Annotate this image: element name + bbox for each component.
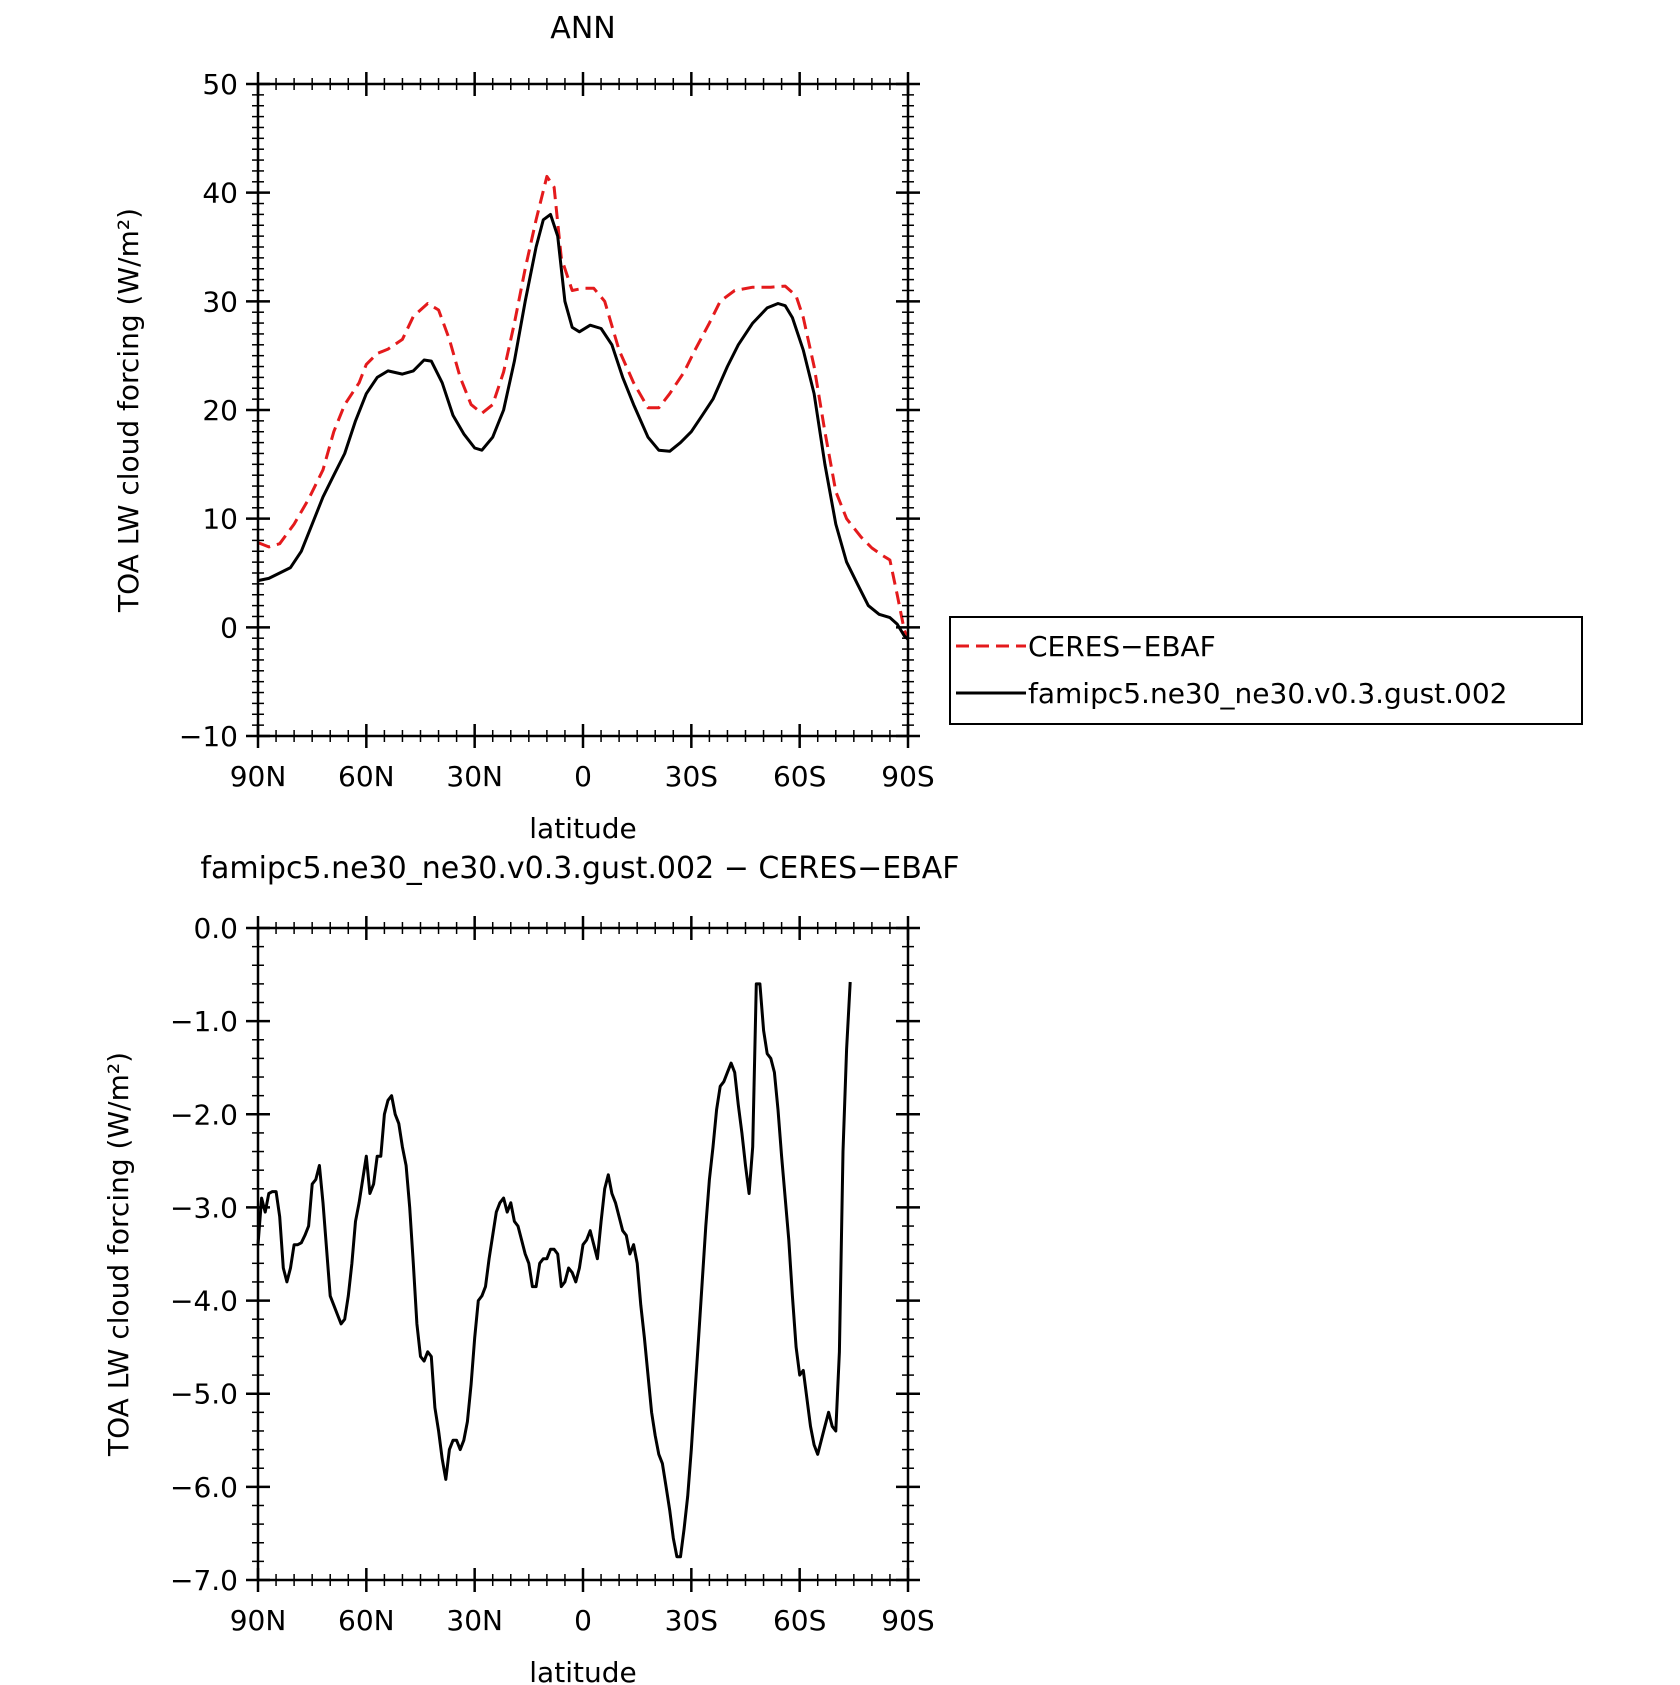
y-tick-label: −7.0 xyxy=(170,1564,238,1597)
y-tick-label: −10 xyxy=(179,720,238,753)
x-tick-label: 90N xyxy=(230,1604,287,1637)
y-tick-label: 30 xyxy=(202,285,238,318)
x-axis-title: latitude xyxy=(529,812,636,845)
series-line-famipc5-ne30-ne30-v0-3-gust-002 xyxy=(257,212,910,641)
y-tick-label: 40 xyxy=(202,177,238,210)
y-tick-label: 0.0 xyxy=(193,912,238,945)
x-tick-label: 60N xyxy=(338,760,395,793)
x-tick-label: 60N xyxy=(338,1604,395,1637)
series-line-difference xyxy=(256,981,852,1559)
y-tick-label: −4.0 xyxy=(170,1285,238,1318)
legend: CERES−EBAF famipc5.ne30_ne30.v0.3.gust.0… xyxy=(949,616,1583,725)
y-axis-title: TOA LW cloud forcing (W/m²) xyxy=(102,1052,135,1457)
tick-layer: −10 0 10 20 30 40 50 90N 60N 30N 0 30S 60S 90S xyxy=(179,68,935,793)
x-tick-label: 0 xyxy=(574,1604,592,1637)
x-tick-label: 90S xyxy=(881,760,934,793)
tick-layer: −7.0 −6.0 −5.0 −4.0 −3.0 −2.0 −1.0 0.0 90N 60N 30N… xyxy=(170,912,935,1637)
x-tick-label: 30N xyxy=(446,1604,503,1637)
plot-title: famipc5.ne30_ne30.v0.3.gust.002 − CERES−… xyxy=(200,851,959,886)
y-tick-label: 20 xyxy=(202,394,238,427)
x-tick-label: 30S xyxy=(665,1604,718,1637)
legend-box xyxy=(949,616,1583,725)
x-tick-label: 60S xyxy=(773,760,826,793)
plot-title: ANN xyxy=(550,11,615,46)
series-layer xyxy=(257,174,910,641)
plot-frame xyxy=(256,82,910,738)
y-tick-label: −1.0 xyxy=(170,1005,238,1038)
y-tick-label: −3.0 xyxy=(170,1191,238,1224)
x-tick-label: 0 xyxy=(574,760,592,793)
x-axis-title: latitude xyxy=(529,1656,636,1685)
y-tick-label: 50 xyxy=(202,68,238,101)
y-axis-title: TOA LW cloud forcing (W/m²) xyxy=(112,208,145,613)
y-tick-label: −2.0 xyxy=(170,1098,238,1131)
y-tick-label: 10 xyxy=(202,503,238,536)
x-tick-label: 30S xyxy=(665,760,718,793)
panel-difference: famipc5.ne30_ne30.v0.3.gust.002 − CERES−… xyxy=(102,851,960,1685)
y-tick-label: −5.0 xyxy=(170,1378,238,1411)
x-tick-label: 60S xyxy=(773,1604,826,1637)
x-tick-label: 90S xyxy=(881,1604,934,1637)
legend-label-ceres: CERES−EBAF xyxy=(1028,630,1216,663)
y-tick-label: 0 xyxy=(220,611,238,644)
series-layer xyxy=(256,981,852,1559)
y-tick-label: −6.0 xyxy=(170,1471,238,1504)
legend-label-model: famipc5.ne30_ne30.v0.3.gust.002 xyxy=(1028,677,1508,710)
x-tick-label: 30N xyxy=(446,760,503,793)
panel-annual-cloud-forcing: ANN −10 0 10 20 30 40 50 90N 60N 30N 0 30S 60S 90S TO… xyxy=(112,11,935,845)
series-line-ceres-ebaf xyxy=(257,174,910,639)
x-tick-label: 90N xyxy=(230,760,287,793)
